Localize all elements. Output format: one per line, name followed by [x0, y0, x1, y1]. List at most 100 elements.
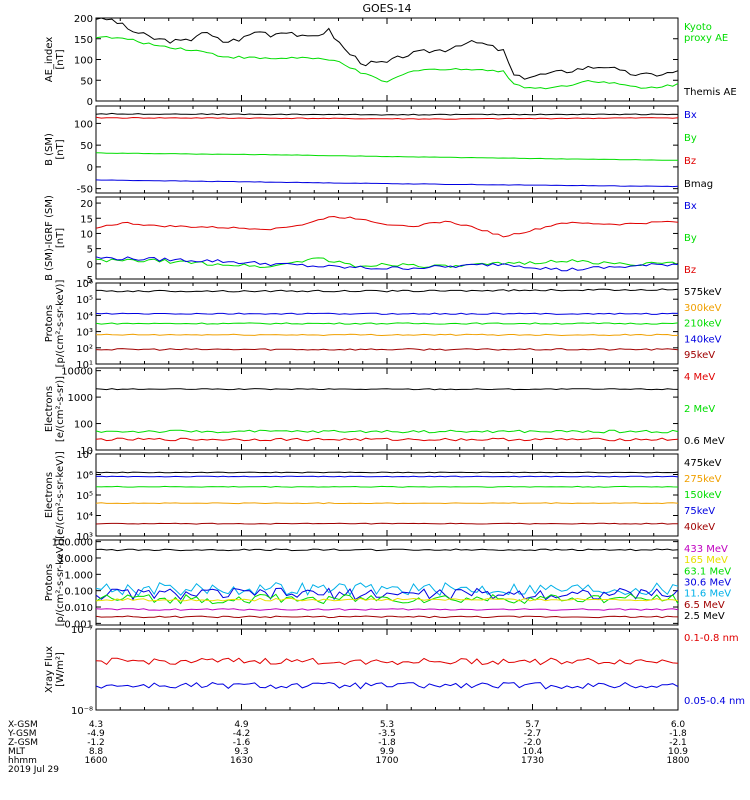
panel-electrons-kev: 10⁷ 10⁶ 10⁵ 10⁴ 10³ Electrons[e/(cm²-s-sr-keV… — [44, 450, 722, 543]
panel-frame — [95, 539, 679, 626]
legend-label: Bx — [684, 201, 697, 212]
legend-label: 6.5 MeV — [684, 600, 725, 611]
legend-label: 95keV — [684, 350, 715, 361]
y-axis-label: B (SM)[nT] — [44, 133, 66, 166]
axis-column-value: -1.6 — [233, 738, 251, 748]
series-kyoto-proxy-ae — [95, 35, 679, 90]
y-tick-label: 0 — [87, 260, 93, 271]
y-tick-label: 10² — [76, 344, 93, 355]
panel-bsm: 100 50 0 -50 B (SM)[nT] Bx By Bz Bmag — [44, 105, 713, 196]
y-tick-label: 10⁻⁸ — [71, 706, 93, 717]
legend-label: 40keV — [684, 522, 715, 533]
legend-label: 63.1 MeV — [684, 566, 731, 577]
y-tick-label: 10000 — [61, 367, 93, 378]
y-tick-label: 10⁵ — [76, 295, 93, 306]
y-tick-label: 15 — [80, 214, 93, 225]
series-63-1-mev — [95, 593, 679, 605]
legend-label: 4 MeV — [684, 372, 715, 383]
axis-column-value: 4.3 — [89, 720, 103, 730]
y-tick-label: 5 — [87, 245, 93, 256]
y-axis-label: Protons[p/(cm²-s-sr-keV)] — [44, 280, 66, 368]
series-bz — [95, 215, 679, 238]
axis-column-value: 5.7 — [525, 720, 539, 730]
axis-column-value: 5.3 — [380, 720, 394, 730]
series-4-mev — [95, 437, 679, 442]
axis-column-value: 1630 — [230, 756, 253, 766]
panel-ae: 200 150 100 50 0 AE_index[nT] Kyoto proxy AE The… — [44, 14, 737, 108]
legend-label: 210keV — [684, 319, 722, 330]
legend-label: 275keV — [684, 474, 722, 485]
series-11-6-mev — [95, 582, 679, 597]
y-tick-label: 10⁶ — [76, 279, 93, 290]
axis-column-value: -3.5 — [378, 729, 396, 739]
y-tick-label: 0.100 — [64, 587, 93, 598]
series-275kev — [95, 502, 679, 505]
axis-column-value: 10.4 — [522, 747, 542, 757]
legend-label: By — [684, 233, 697, 244]
y-tick-label: 50 — [80, 141, 93, 152]
y-tick-label: 100 — [74, 56, 93, 67]
series-6-5-mev — [95, 615, 679, 619]
series-by — [95, 257, 679, 269]
y-tick-label: 100 — [74, 119, 93, 130]
legend-label: 575keV — [684, 287, 722, 298]
series-bmag — [95, 112, 679, 116]
legend-label: 0.05-0.4 nm — [684, 696, 745, 707]
series-210kev — [95, 322, 679, 325]
y-axis-label: Protons[p/(cm²-s-sr-keV)] — [44, 539, 66, 627]
series-2-mev — [95, 429, 679, 434]
y-tick-label: 10⁴ — [76, 311, 93, 322]
panel-electrons-mev: 10000 1000 100 10 Electrons[e/(cm²-s-sr)] 4 M… — [44, 367, 725, 457]
legend-label: Bx — [684, 110, 697, 121]
y-tick-label: 10⁻⁷ — [71, 625, 93, 636]
y-tick-label: 10³ — [76, 532, 93, 543]
panel-frame — [95, 196, 679, 280]
y-tick-label: 10 — [80, 229, 93, 240]
legend-label: 140keV — [684, 334, 722, 345]
panel-bigrf: 20 15 10 5 0 -5 B (SM)-IGRF (SM)[nT] Bx By Bz — [44, 195, 697, 286]
series-0-1-0-8-nm — [95, 657, 679, 666]
legend-label: 300keV — [684, 303, 722, 314]
y-tick-label: -5 — [83, 275, 93, 286]
chart-title: GOES-14 — [362, 2, 411, 15]
series-475kev — [95, 471, 679, 474]
y-tick-label: 1000 — [68, 393, 93, 404]
legend-label: 165 MeV — [684, 555, 728, 566]
panel-frame — [95, 17, 679, 102]
axis-row-label: 2019 Jul 29 — [8, 765, 59, 775]
y-tick-label: 50 — [80, 76, 93, 87]
series-by — [95, 152, 678, 161]
axis-column-value: 1800 — [667, 756, 690, 766]
y-tick-label: 10⁷ — [76, 450, 93, 461]
panel-protons-low: 10⁶ 10⁵ 10⁴ 10³ 10² 10¹ Protons[p/(cm²-s-sr-ke… — [44, 279, 722, 371]
panel-xray: 10⁻⁷ 10⁻⁸ Xray Flux[W/m²] 0.1-0.8 nm 0.05-0.… — [44, 625, 745, 717]
legend-label: Themis AE — [683, 87, 737, 98]
y-tick-label: 20 — [80, 199, 93, 210]
axis-column-value: -2.1 — [669, 738, 687, 748]
y-tick-label: 200 — [74, 14, 93, 25]
y-tick-label: 10⁴ — [76, 512, 93, 523]
y-tick-label: 0.001 — [64, 619, 93, 630]
legend-label: 75keV — [684, 506, 715, 517]
y-axis-label: Electrons[e/(cm²-s-sr)] — [44, 376, 66, 442]
y-tick-label: 1.000 — [64, 570, 93, 581]
legend-label: By — [684, 133, 697, 144]
y-tick-label: 100 — [74, 420, 93, 431]
axis-row-label: hhmm — [8, 756, 37, 766]
axis-column-value: -1.8 — [669, 729, 687, 739]
series-0-6-mev — [95, 388, 679, 391]
y-tick-label: 10 — [80, 446, 93, 457]
legend-label: Bz — [684, 156, 696, 167]
axis-column-value: -2.7 — [524, 729, 542, 739]
series-themis-ae — [95, 17, 679, 80]
axis-column-value: 1700 — [376, 756, 399, 766]
axis-column-value: 9.3 — [234, 747, 248, 757]
axis-column-value: 4.9 — [234, 720, 249, 730]
series-433-mev — [95, 608, 679, 611]
legend-label: 11.6 MeV — [684, 589, 731, 600]
series-bx — [95, 179, 679, 188]
axis-column-value: 9.9 — [380, 747, 395, 757]
